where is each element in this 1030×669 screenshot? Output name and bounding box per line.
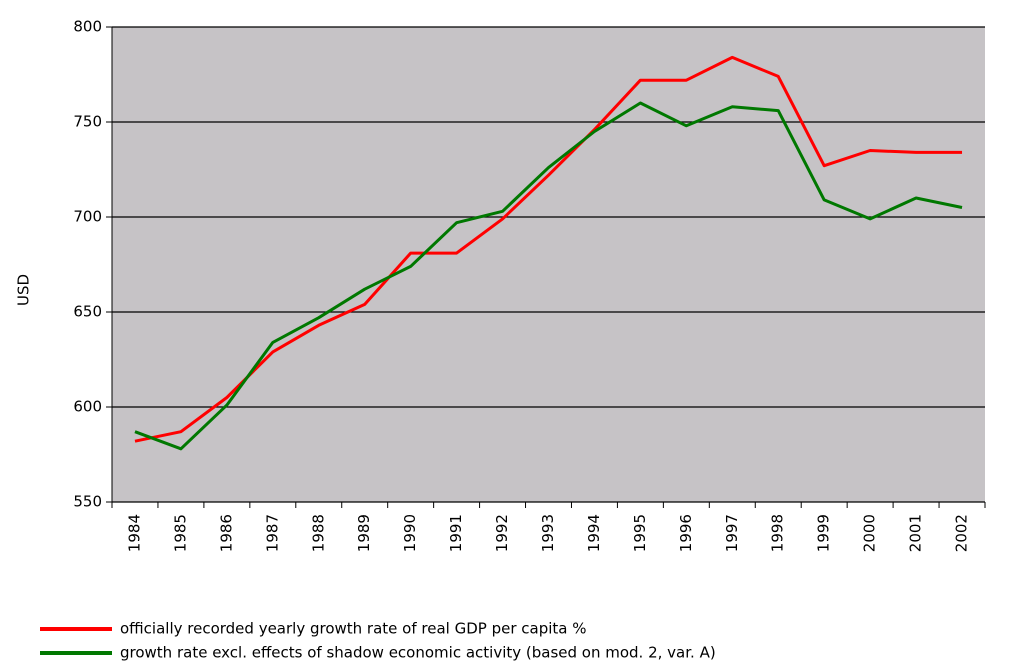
x-tick-label: 2000 bbox=[861, 514, 879, 552]
y-axis-label: USD bbox=[15, 274, 33, 306]
legend-label: growth rate excl. effects of shadow econ… bbox=[120, 644, 716, 662]
y-tick-label: 700 bbox=[73, 208, 102, 226]
x-tick-label: 1990 bbox=[401, 514, 419, 552]
series-line bbox=[134, 55, 963, 443]
x-tick-label: 1992 bbox=[493, 514, 511, 552]
x-tick-label: 1997 bbox=[723, 514, 741, 552]
x-tick-label: 1984 bbox=[125, 514, 143, 552]
x-tick-label: 1998 bbox=[769, 514, 787, 552]
plot-area bbox=[112, 27, 985, 502]
x-tick-label: 1996 bbox=[677, 514, 695, 552]
x-tick-label: 1985 bbox=[171, 514, 189, 552]
x-tick-label: 2001 bbox=[907, 514, 925, 552]
x-tick-label: 1993 bbox=[539, 514, 557, 552]
y-tick-label: 800 bbox=[73, 18, 102, 36]
x-tick-label: 1987 bbox=[263, 514, 281, 552]
x-tick-label: 1995 bbox=[631, 514, 649, 552]
x-tick-label: 1988 bbox=[309, 514, 327, 552]
y-tick-label: 550 bbox=[73, 493, 102, 511]
y-tick-label: 600 bbox=[73, 398, 102, 416]
x-tick-label: 1994 bbox=[585, 514, 603, 552]
x-tick-label: 1991 bbox=[447, 514, 465, 552]
x-tick-label: 1999 bbox=[815, 514, 833, 552]
y-tick-label: 750 bbox=[73, 113, 102, 131]
x-tick-label: 2002 bbox=[953, 514, 971, 552]
x-tick-label: 1986 bbox=[217, 514, 235, 552]
series-line bbox=[134, 101, 963, 451]
y-tick-label: 650 bbox=[73, 303, 102, 321]
legend-label: officially recorded yearly growth rate o… bbox=[120, 620, 587, 638]
x-tick-label: 1989 bbox=[355, 514, 373, 552]
